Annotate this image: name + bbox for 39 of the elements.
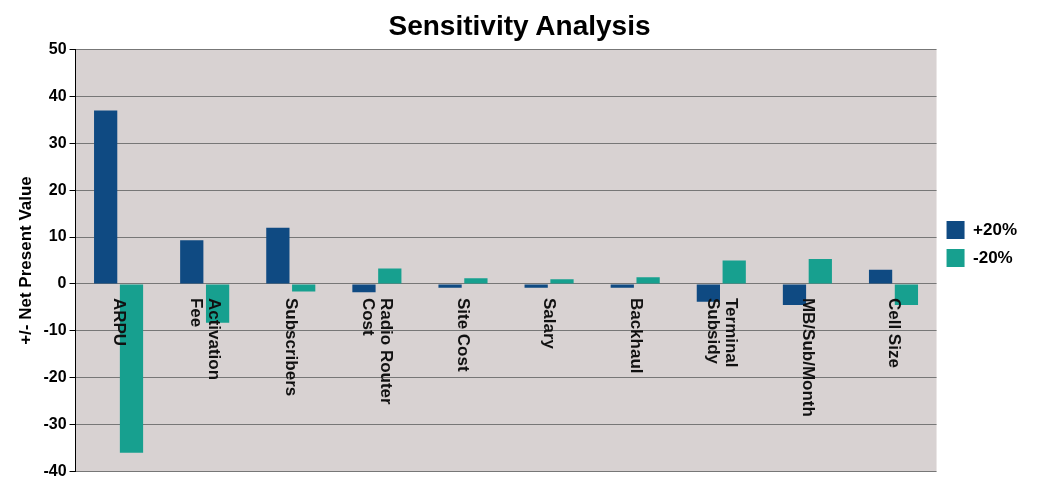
bar [464,278,488,284]
bar [610,284,634,288]
legend-label: +20% [973,219,1017,239]
y-tick-label: 0 [57,274,67,292]
chart-title: Sensitivity Analysis [388,9,651,41]
y-tick-label: 20 [48,180,67,198]
y-tick-label: -10 [43,321,67,339]
bar [378,268,402,284]
y-tick-label: 40 [48,86,67,104]
x-tick-label: Activation Fee [186,297,224,381]
bar [266,227,290,284]
x-tick-label: Site Cost [454,297,474,372]
bar [292,284,316,292]
bar [722,260,746,284]
x-tick-label: Terminal Subsidy [703,297,741,368]
bar [524,284,548,288]
y-tick-label: -20 [43,368,67,386]
x-tick-label: Radio Router Cost [359,297,397,406]
y-tick-label: -30 [43,414,67,432]
bar [438,284,462,288]
bar [550,279,574,284]
x-tick-label: ARPU [109,297,129,347]
bar [868,269,893,284]
legend-label: -20% [973,247,1013,267]
x-tick-label: Subscribers [282,297,302,397]
bar [808,259,832,284]
bar [636,277,660,284]
x-tick-label: MB/Sub/Month [798,297,818,417]
bar [180,240,204,284]
y-tick-label: 50 [48,40,67,58]
x-tick-label: Cell Size [884,297,904,368]
bar [352,284,376,293]
y-tick-label: 30 [48,133,67,151]
y-tick-label: -40 [43,461,67,479]
x-tick-label: Backhaul [626,297,646,374]
y-tick-label: 10 [48,227,67,245]
bar [94,110,118,284]
x-tick-label: Salary [540,297,560,350]
y-axis-title: +/- Net Present Value [15,176,35,345]
